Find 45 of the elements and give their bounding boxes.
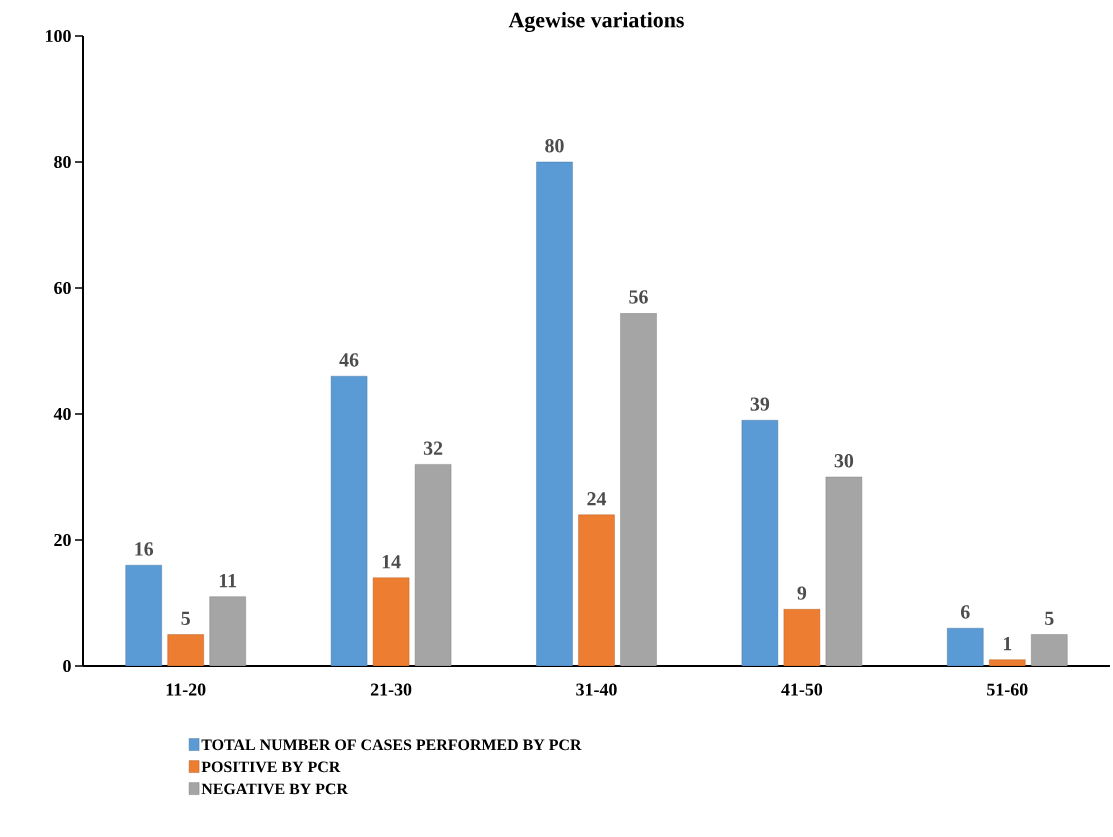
x-tick-label: 11-20	[166, 683, 206, 696]
y-tick-label: 0	[63, 659, 71, 673]
data-label: 16	[135, 542, 154, 556]
bar	[620, 313, 657, 666]
y-tick-label: 40	[53, 407, 71, 421]
x-tick-label: 51-60	[987, 683, 1028, 696]
data-label: 46	[339, 353, 359, 367]
data-label: 80	[545, 139, 564, 153]
data-label: 5	[1045, 611, 1054, 625]
bar	[209, 596, 246, 666]
data-label: 32	[423, 441, 443, 455]
bar	[167, 634, 204, 666]
y-tick-label: 80	[54, 155, 71, 169]
chart-title: Agewise variations	[508, 12, 684, 33]
bar	[372, 577, 410, 666]
data-label: 11	[219, 574, 237, 588]
bar	[825, 476, 863, 666]
bar	[989, 659, 1026, 666]
legend-label: NEGATIVE BY PCR	[201, 783, 349, 795]
bar	[578, 514, 615, 666]
bar	[330, 376, 368, 666]
data-label: 30	[834, 454, 854, 468]
bar	[1031, 634, 1068, 666]
data-label: 9	[797, 586, 807, 600]
y-tick-label: 100	[46, 29, 71, 43]
bar	[125, 565, 162, 666]
bar	[536, 161, 573, 666]
x-tick-label: 21-30	[370, 683, 412, 696]
y-tick-label: 20	[54, 533, 71, 547]
data-label: 56	[629, 290, 648, 304]
data-label: 5	[181, 611, 190, 625]
data-label: 14	[382, 555, 401, 569]
x-tick-label: 41-50	[781, 683, 823, 696]
data-label: 24	[587, 492, 607, 506]
data-label: 6	[960, 605, 970, 619]
bar	[783, 609, 821, 666]
legend-label: TOTAL NUMBER OF CASES PERFORMED BY PCR	[201, 739, 582, 751]
y-tick-label: 60	[54, 281, 71, 295]
data-label: 1	[1003, 637, 1012, 651]
bar	[947, 628, 984, 666]
legend-label: POSITIVE BY PCR	[201, 761, 341, 773]
bar	[414, 464, 452, 666]
x-tick-label: 31-40	[576, 683, 617, 696]
bar	[741, 420, 779, 666]
data-label: 39	[750, 397, 770, 411]
